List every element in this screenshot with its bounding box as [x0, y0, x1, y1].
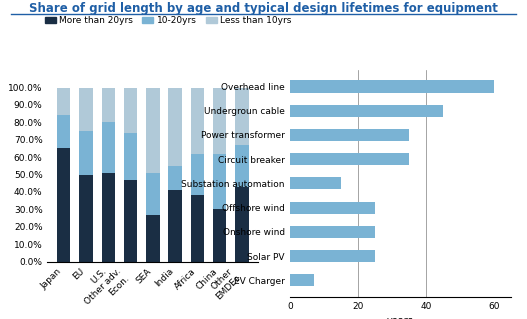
- Bar: [169, 190, 182, 262]
- Bar: [290, 80, 494, 93]
- Bar: [124, 88, 137, 133]
- Legend: More than 20yrs, 10-20yrs, Less than 10yrs: More than 20yrs, 10-20yrs, Less than 10y…: [42, 12, 295, 29]
- Bar: [290, 250, 375, 262]
- Text: Share of grid length by age and typical design lifetimes for equipment: Share of grid length by age and typical …: [29, 2, 498, 15]
- Bar: [290, 129, 409, 141]
- Bar: [79, 174, 93, 262]
- Bar: [290, 105, 443, 117]
- Bar: [213, 154, 227, 209]
- Bar: [57, 115, 71, 148]
- Bar: [191, 154, 204, 196]
- Bar: [290, 274, 314, 286]
- Bar: [235, 88, 249, 145]
- Bar: [57, 148, 71, 262]
- Bar: [79, 88, 93, 131]
- Bar: [124, 133, 137, 180]
- Bar: [290, 226, 375, 238]
- Bar: [169, 166, 182, 190]
- Bar: [57, 88, 71, 115]
- Bar: [290, 177, 341, 189]
- Bar: [146, 88, 160, 173]
- Bar: [124, 180, 137, 262]
- Bar: [102, 122, 115, 173]
- X-axis label: years: years: [387, 316, 414, 319]
- Bar: [213, 209, 227, 262]
- Bar: [146, 215, 160, 262]
- Bar: [235, 145, 249, 187]
- Bar: [191, 196, 204, 262]
- Bar: [213, 88, 227, 154]
- Bar: [102, 88, 115, 122]
- Bar: [191, 88, 204, 154]
- Bar: [79, 131, 93, 174]
- Bar: [146, 173, 160, 215]
- Bar: [235, 187, 249, 262]
- Bar: [290, 153, 409, 165]
- Bar: [290, 202, 375, 214]
- Bar: [169, 88, 182, 166]
- Bar: [102, 173, 115, 262]
